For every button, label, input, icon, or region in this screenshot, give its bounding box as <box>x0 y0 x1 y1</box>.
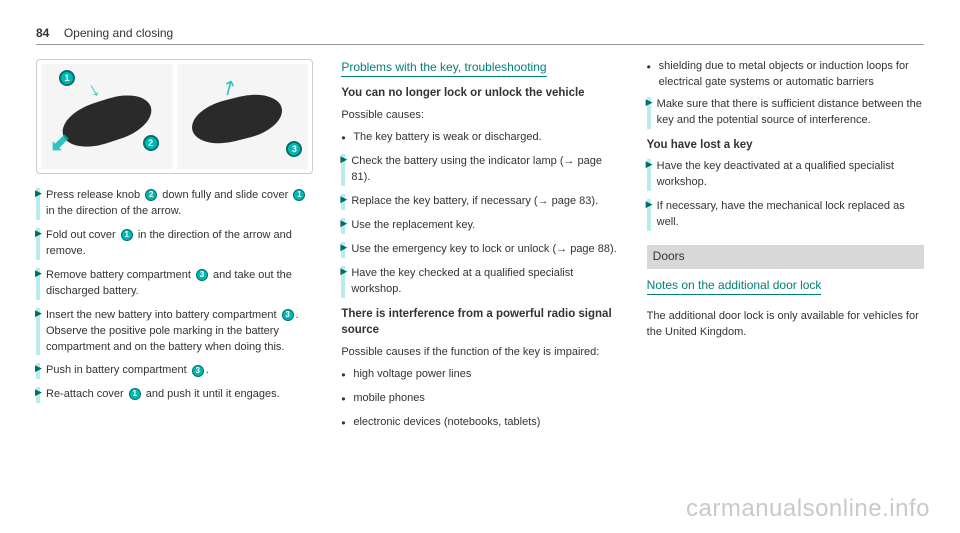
watermark-text: carmanualsonline.info <box>686 495 930 523</box>
step-item: Press release knob 2 down fully and slid… <box>36 188 313 220</box>
step-item: Use the emergency key to lock or unlock … <box>341 242 618 258</box>
step-marker-icon <box>36 308 40 356</box>
step-marker-icon <box>341 242 345 258</box>
callout-2: 2 <box>143 135 159 151</box>
callout-ref-icon: 3 <box>192 365 204 377</box>
step-text: Fold out cover 1 in the direction of the… <box>46 228 313 260</box>
bullet-item: shielding due to metal objects or induct… <box>647 59 924 91</box>
column-1: 1 ⬋ ↓ 2 ↗ 3 Press release knob 2 down fu… <box>36 59 313 439</box>
step-item: If necessary, have the mechanical lock r… <box>647 199 924 231</box>
step-text: Check the battery using the indicator la… <box>351 154 618 186</box>
step-list: Check the battery using the indicator la… <box>341 154 618 298</box>
step-marker-icon <box>36 228 40 260</box>
step-text: Press release knob 2 down fully and slid… <box>46 188 313 220</box>
callout-ref-icon: 3 <box>282 309 294 321</box>
bullet-list: shielding due to metal objects or induct… <box>647 59 924 91</box>
body-text: The additional door lock is only availab… <box>647 309 924 341</box>
callout-ref-icon: 1 <box>293 189 305 201</box>
step-item: Remove battery compartment 3 and take ou… <box>36 268 313 300</box>
step-item: Insert the new battery into battery comp… <box>36 308 313 356</box>
step-list: Press release knob 2 down fully and slid… <box>36 188 313 403</box>
step-marker-icon <box>341 266 345 298</box>
bullet-text: The key battery is weak or discharged. <box>353 130 541 148</box>
step-marker-icon <box>341 154 345 186</box>
subheading: You can no longer lock or unlock the veh… <box>341 85 618 102</box>
bullet-text: mobile phones <box>353 391 425 409</box>
step-item: Use the replacement key. <box>341 218 618 234</box>
step-text: Insert the new battery into battery comp… <box>46 308 313 356</box>
step-text: Have the key checked at a qualified spec… <box>351 266 618 298</box>
step-marker-icon <box>647 97 651 129</box>
bullet-dot-icon <box>341 391 353 409</box>
callout-ref-icon: 1 <box>129 388 141 400</box>
step-item: Have the key checked at a qualified spec… <box>341 266 618 298</box>
heading-teal: Notes on the additional door lock <box>647 277 822 295</box>
bullet-dot-icon <box>341 415 353 433</box>
manual-page: 84 Opening and closing 1 ⬋ ↓ 2 ↗ 3 Press <box>0 0 960 533</box>
step-item: Push in battery compartment 3. <box>36 363 313 379</box>
step-item: Check the battery using the indicator la… <box>341 154 618 186</box>
bullet-text: shielding due to metal objects or induct… <box>659 59 924 91</box>
step-marker-icon <box>36 387 40 403</box>
column-2: Problems with the key, troubleshooting Y… <box>341 59 618 439</box>
bullet-list: The key battery is weak or discharged. <box>341 130 618 148</box>
body-text: Possible causes if the function of the k… <box>341 345 618 361</box>
callout-ref-icon: 1 <box>121 229 133 241</box>
step-marker-icon <box>341 194 345 210</box>
illustration-panel-right: ↗ 3 <box>177 64 309 169</box>
step-list: Make sure that there is sufficient dista… <box>647 97 924 129</box>
step-item: Have the key deactivated at a qualified … <box>647 159 924 191</box>
step-marker-icon <box>341 218 345 234</box>
arrow-icon: ⬋ <box>49 124 71 162</box>
callout-3: 3 <box>286 141 302 157</box>
step-text: Re-attach cover 1 and push it until it e… <box>46 387 313 403</box>
column-3: shielding due to metal objects or induct… <box>647 59 924 439</box>
callout-1: 1 <box>59 70 75 86</box>
step-text: Use the emergency key to lock or unlock … <box>351 242 618 258</box>
section-band: Doors <box>647 245 924 268</box>
step-marker-icon <box>647 159 651 191</box>
step-text: Have the key deactivated at a qualified … <box>657 159 924 191</box>
bullet-dot-icon <box>647 59 659 91</box>
body-text: Possible causes: <box>341 108 618 124</box>
bullet-text: electronic devices (notebooks, tablets) <box>353 415 540 433</box>
bullet-item: mobile phones <box>341 391 618 409</box>
step-text: If necessary, have the mechanical lock r… <box>657 199 924 231</box>
step-list: Have the key deactivated at a qualified … <box>647 159 924 231</box>
callout-ref-icon: 2 <box>145 189 157 201</box>
step-marker-icon <box>36 363 40 379</box>
illustration-panel-left: 1 ⬋ ↓ 2 <box>41 64 173 169</box>
step-text: Push in battery compartment 3. <box>46 363 313 379</box>
arrow-icon: ↓ <box>82 75 105 105</box>
step-marker-icon <box>647 199 651 231</box>
section-title: Opening and closing <box>64 26 173 40</box>
bullet-item: high voltage power lines <box>341 367 618 385</box>
bullet-item: The key battery is weak or discharged. <box>341 130 618 148</box>
page-header: 84 Opening and closing <box>36 24 924 45</box>
subheading: You have lost a key <box>647 137 924 154</box>
step-text: Remove battery compartment 3 and take ou… <box>46 268 313 300</box>
heading-teal: Problems with the key, troubleshooting <box>341 59 546 77</box>
step-item: Make sure that there is sufficient dista… <box>647 97 924 129</box>
step-item: Replace the key battery, if necessary (→… <box>341 194 618 210</box>
subheading: There is interference from a powerful ra… <box>341 306 618 339</box>
bullet-item: electronic devices (notebooks, tablets) <box>341 415 618 433</box>
step-text: Replace the key battery, if necessary (→… <box>351 194 618 210</box>
bullet-dot-icon <box>341 367 353 385</box>
key-illustration: 1 ⬋ ↓ 2 ↗ 3 <box>36 59 313 174</box>
callout-ref-icon: 3 <box>196 269 208 281</box>
columns: 1 ⬋ ↓ 2 ↗ 3 Press release knob 2 down fu… <box>36 59 924 439</box>
step-marker-icon <box>36 188 40 220</box>
step-item: Fold out cover 1 in the direction of the… <box>36 228 313 260</box>
step-marker-icon <box>36 268 40 300</box>
step-text: Use the replacement key. <box>351 218 618 234</box>
bullet-text: high voltage power lines <box>353 367 471 385</box>
bullet-list: high voltage power lines mobile phones ele… <box>341 367 618 433</box>
page-number: 84 <box>36 26 49 40</box>
bullet-dot-icon <box>341 130 353 148</box>
step-text: Make sure that there is sufficient dista… <box>657 97 924 129</box>
step-item: Re-attach cover 1 and push it until it e… <box>36 387 313 403</box>
